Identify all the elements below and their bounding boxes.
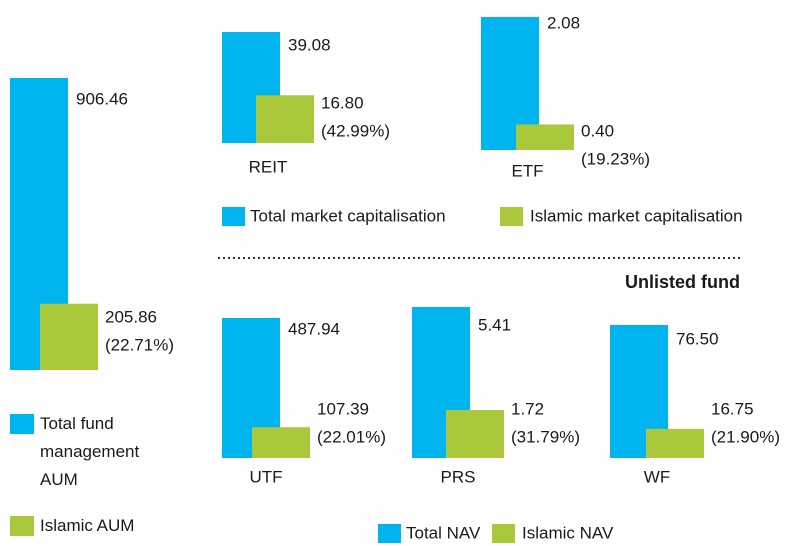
legend-item: Islamic AUM [10, 512, 170, 540]
legend-item: Total fund management AUM [10, 410, 170, 494]
value-label: 16.75 [711, 399, 754, 418]
value-label: 16.80 [321, 93, 364, 112]
value-label: 487.94 [288, 319, 340, 338]
value-label: 2.08 [547, 13, 580, 32]
value-label: 39.08 [288, 35, 331, 54]
value-label: 5.41 [478, 315, 511, 334]
bar [646, 428, 704, 458]
category-label: ETF [511, 161, 543, 180]
percent-label: (22.71%) [105, 335, 174, 354]
bar [40, 303, 98, 370]
bar [446, 409, 504, 458]
value-label: 0.40 [581, 121, 614, 140]
percent-label: (21.90%) [711, 427, 780, 446]
category-label: PRS [441, 467, 476, 486]
category-label: REIT [249, 157, 288, 176]
value-label: 1.72 [511, 399, 544, 418]
legend-label: Total NAV [406, 523, 481, 542]
percent-label: (42.99%) [321, 121, 390, 140]
value-label: 107.39 [317, 399, 369, 418]
category-label: WF [644, 467, 670, 486]
legend-label: Islamic NAV [522, 523, 614, 542]
legend-swatch [492, 524, 515, 543]
value-label: 205.86 [105, 307, 157, 326]
bar [252, 427, 310, 458]
legend-swatch [500, 207, 523, 226]
legend-swatch [10, 414, 34, 434]
legend-label: Islamic market capitalisation [530, 206, 743, 225]
legend-label: Islamic AUM [40, 516, 135, 535]
bar [516, 124, 574, 150]
legend-swatch [378, 524, 401, 543]
value-label: 76.50 [676, 329, 719, 348]
legend-label: Total fund management AUM [40, 414, 140, 489]
legend-swatch [10, 516, 34, 536]
percent-label: (31.79%) [511, 427, 580, 446]
value-label: 906.46 [76, 89, 128, 108]
section-title: Unlisted fund [625, 272, 740, 292]
legend-swatch [222, 207, 245, 226]
legend: Total fund management AUM Islamic AUM [10, 410, 170, 540]
category-label: UTF [249, 467, 282, 486]
percent-label: (19.23%) [581, 149, 650, 168]
bar [256, 95, 314, 143]
percent-label: (22.01%) [317, 427, 386, 446]
legend-label: Total market capitalisation [250, 206, 446, 225]
